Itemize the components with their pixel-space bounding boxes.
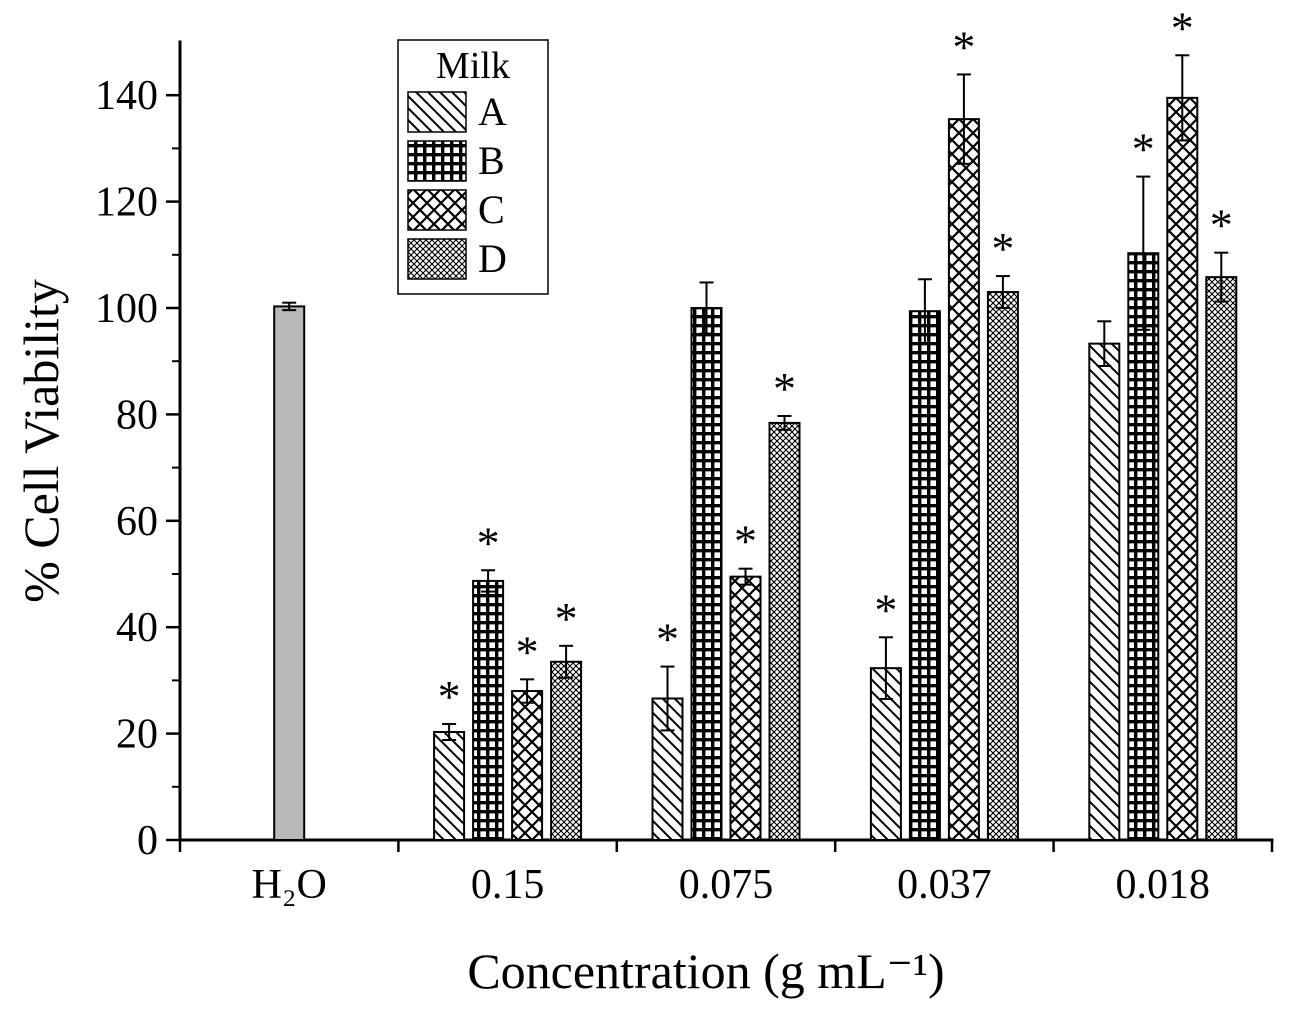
- error-bar: [442, 723, 457, 741]
- x-tick-label-H₂O: H₂O: [252, 862, 327, 908]
- x-tick-label-0.15: 0.15: [471, 862, 545, 908]
- error-bar: [738, 567, 753, 586]
- significance-asterisk: *: [991, 223, 1014, 274]
- y-tick-label: 60: [116, 499, 158, 545]
- y-tick-label: 140: [95, 73, 158, 119]
- bars: * * * * * * * * * * * * *: [273, 2, 1238, 842]
- error-bar: [1097, 320, 1112, 367]
- error-bar: [878, 636, 893, 701]
- error-bar: [1175, 54, 1190, 142]
- axis-tick-labels: 0 20 40 60 80 100 120 140 H₂O 0.15 0.075 0.037 0.018: [95, 73, 1210, 908]
- bar-C-0.075: [729, 575, 762, 841]
- error-bar: [520, 678, 535, 704]
- axis-ticks: [166, 93, 1274, 852]
- significance-asterisk: *: [734, 516, 757, 567]
- bar-D-0.037: [986, 291, 1019, 842]
- bar-group-0.018: * * *: [1088, 2, 1238, 842]
- legend-label-B: B: [478, 138, 505, 183]
- significance-asterisk: *: [516, 626, 539, 677]
- error-bar: [1214, 251, 1229, 303]
- bar-C-0.018: [1166, 96, 1199, 842]
- bar-B-0.075: [690, 307, 723, 841]
- error-bar: [1136, 175, 1151, 331]
- error-bar: [777, 414, 792, 431]
- legend-label-D: D: [478, 236, 507, 281]
- y-tick-label: 120: [95, 180, 158, 226]
- y-tick-label: 100: [95, 286, 158, 332]
- significance-asterisk: *: [1132, 124, 1155, 175]
- x-tick-label-0.018: 0.018: [1116, 862, 1211, 908]
- error-bar: [282, 301, 297, 312]
- y-axis-title: % Cell Viability: [13, 279, 69, 603]
- bar-H2O-H₂O: [273, 305, 306, 841]
- bar-group-H₂O: [273, 301, 306, 841]
- x-tick-label-0.075: 0.075: [679, 862, 774, 908]
- legend-title: Milk: [436, 45, 510, 87]
- error-bar: [559, 644, 574, 679]
- significance-asterisk: *: [438, 671, 461, 722]
- y-tick-label: 40: [116, 605, 158, 651]
- bar-C-0.15: [511, 690, 544, 841]
- error-bar: [995, 275, 1010, 309]
- legend-label-C: C: [478, 187, 505, 232]
- error-bar: [660, 665, 675, 732]
- bar-B-0.15: [472, 579, 505, 842]
- legend-swatch-A: [407, 91, 467, 133]
- axis-titles: % Cell Viability Concentration (g mL⁻¹): [13, 279, 945, 999]
- significance-asterisk: *: [952, 21, 975, 72]
- bar-A-0.15: [433, 731, 466, 842]
- y-tick-label: 80: [116, 392, 158, 438]
- bar-B-0.018: [1127, 252, 1160, 842]
- significance-asterisk: *: [874, 584, 897, 635]
- significance-asterisk: *: [1210, 200, 1233, 251]
- bar-D-0.075: [768, 421, 801, 841]
- legend-label-A: A: [478, 89, 507, 134]
- significance-asterisk: *: [555, 593, 578, 644]
- error-bar: [956, 73, 971, 165]
- bar-C-0.037: [947, 118, 980, 841]
- x-tick-label-0.037: 0.037: [897, 862, 992, 908]
- legend-swatch-B: [407, 140, 467, 182]
- x-axis-title: Concentration (g mL⁻¹): [467, 943, 944, 999]
- bar-D-0.018: [1205, 276, 1238, 842]
- significance-asterisk: *: [477, 517, 500, 568]
- legend-swatch-D: [407, 238, 467, 280]
- error-bar: [481, 569, 496, 593]
- y-tick-label: 20: [116, 712, 158, 758]
- legend-swatch-C: [407, 189, 467, 231]
- y-tick-label: 0: [137, 818, 158, 864]
- bar-group-0.15: * * * *: [433, 517, 583, 842]
- bar-D-0.15: [550, 660, 583, 842]
- bar-group-0.075: * * *: [651, 281, 801, 841]
- bar-group-0.037: * * *: [869, 21, 1019, 842]
- bar-A-0.018: [1088, 342, 1121, 841]
- significance-asterisk: *: [656, 614, 679, 665]
- significance-asterisk: *: [1171, 2, 1194, 53]
- error-bar: [917, 278, 932, 345]
- error-bar: [699, 281, 714, 335]
- bar-B-0.037: [908, 310, 941, 841]
- significance-asterisk: *: [773, 363, 796, 414]
